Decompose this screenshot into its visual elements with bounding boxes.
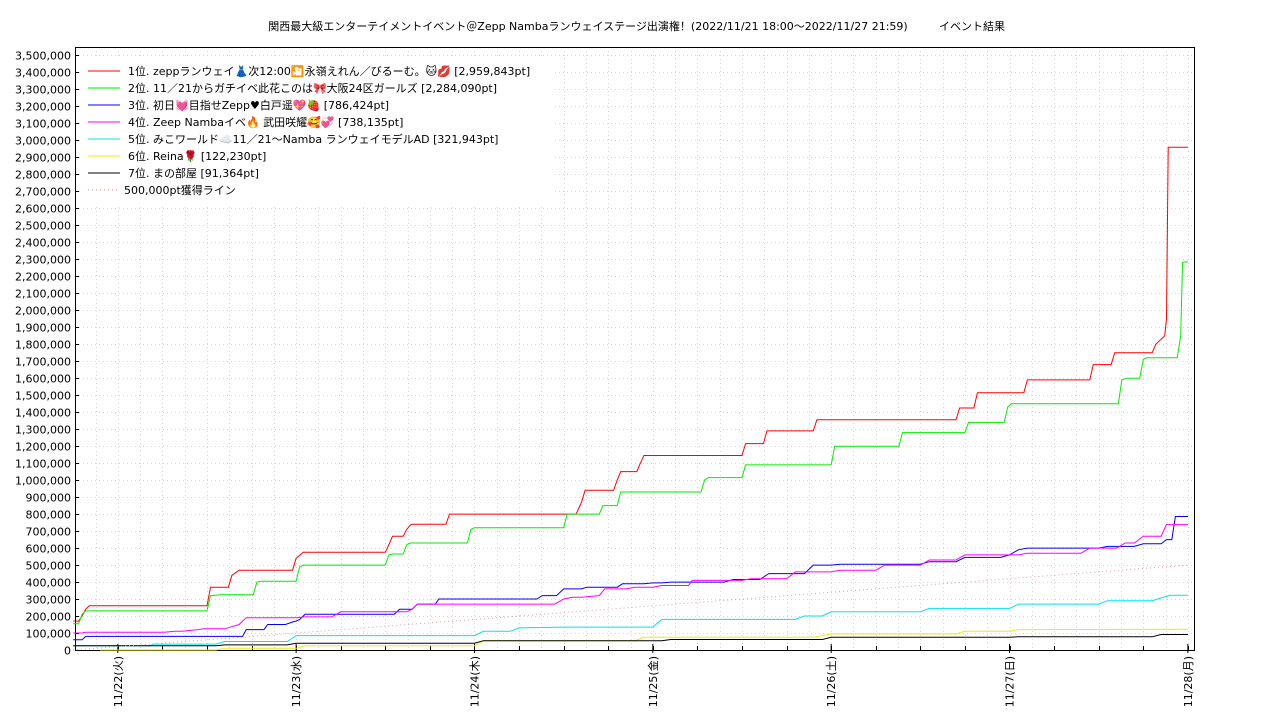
legend-label: 3位. 初日💓目指せZepp♥白戸遥💖🍓 [786,424pt]: [128, 98, 389, 112]
y-tick-label: 800,000: [26, 509, 72, 522]
y-tick-label: 2,900,000: [15, 152, 71, 165]
x-tick-label: 11/22(火): [112, 656, 125, 707]
y-tick-label: 3,200,000: [15, 101, 71, 114]
series-line-7: [73, 634, 1188, 647]
y-tick-label: 900,000: [26, 492, 72, 505]
y-tick-label: 0: [64, 645, 71, 658]
legend-label: 5位. みこワールド☁️11／21〜Namba ランウェイモデルAD [321,…: [128, 132, 498, 146]
y-axis: 0 100,000 200,000 300,000 400,000 500,000 600,…: [15, 50, 79, 658]
legend-label: 4位. Zeep Nambaイベ🔥 武田咲耀🥰💞 [738,135pt]: [128, 115, 403, 129]
y-tick-label: 500,000: [26, 560, 72, 573]
y-tick-label: 2,100,000: [15, 288, 71, 301]
legend: 1位. zeppランウェイ👗次12:00🎦永嶺えれん／びるーむ。🐱💋 [2,95…: [80, 57, 555, 205]
y-tick-label: 1,800,000: [15, 339, 71, 352]
y-tick-label: 1,600,000: [15, 373, 71, 386]
series-line-5: [73, 594, 1188, 647]
y-tick-label: 2,400,000: [15, 237, 71, 250]
x-tick-label: 11/25(金): [646, 656, 660, 707]
series-line-4: [73, 524, 1188, 634]
chart-subtitle: イベント結果: [939, 19, 1005, 33]
y-tick-label: 1,400,000: [15, 407, 71, 420]
y-tick-label: 2,200,000: [15, 271, 71, 284]
x-tick-label: 11/28(月): [1182, 656, 1195, 707]
y-tick-label: 2,600,000: [15, 203, 71, 216]
series-line-6: [100, 628, 1188, 651]
y-tick-label: 2,500,000: [15, 220, 71, 233]
legend-label: 1位. zeppランウェイ👗次12:00🎦永嶺えれん／びるーむ。🐱💋 [2,95…: [128, 64, 530, 78]
y-tick-label: 3,300,000: [15, 84, 71, 97]
legend-label: 7位. まの部屋 [91,364pt]: [128, 166, 259, 180]
x-axis: 11/22(火) 11/23(水) 11/24(木) 11/25(金) 11/26(土)…: [112, 644, 1195, 707]
y-tick-label: 300,000: [26, 594, 72, 607]
y-tick-label: 100,000: [26, 628, 72, 641]
y-tick-label: 1,000,000: [15, 475, 71, 488]
y-tick-label: 600,000: [26, 543, 72, 556]
x-tick-label: 11/26(土): [825, 656, 838, 707]
y-tick-label: 2,800,000: [15, 169, 71, 182]
legend-background: [80, 57, 555, 205]
y-tick-label: 3,000,000: [15, 135, 71, 148]
y-tick-label: 2,000,000: [15, 305, 71, 318]
y-tick-label: 1,300,000: [15, 424, 71, 437]
y-tick-label: 2,700,000: [15, 186, 71, 199]
y-tick-label: 700,000: [26, 526, 72, 539]
y-tick-label: 3,500,000: [15, 50, 71, 63]
y-tick-label: 400,000: [26, 577, 72, 590]
legend-label: 2位. 11／21からガチイベ此花このは🎀大阪24区ガールズ [2,284,09…: [128, 81, 497, 95]
series-lines: [73, 146, 1188, 651]
x-tick-label: 11/24(木): [468, 656, 481, 707]
y-tick-label: 1,900,000: [15, 322, 71, 335]
y-tick-label: 200,000: [26, 611, 72, 624]
y-tick-label: 2,300,000: [15, 254, 71, 267]
y-tick-label: 1,700,000: [15, 356, 71, 369]
series-line-3: [73, 516, 1188, 641]
legend-label: 500,000pt獲得ライン: [124, 184, 236, 197]
plot-frame: [75, 47, 1195, 651]
chart-title: 関西最大級エンターテイメントイベント＠Zepp Nambaランウェイステージ出演…: [268, 19, 907, 33]
x-tick-label: 11/23(水): [290, 656, 303, 707]
y-tick-label: 3,400,000: [15, 67, 71, 80]
series-line-1: [73, 146, 1188, 622]
x-tick-label: 11/27(日): [1004, 656, 1017, 707]
y-tick-label: 1,500,000: [15, 390, 71, 403]
y-tick-label: 1,100,000: [15, 458, 71, 471]
legend-label: 6位. Reina🌹 [122,230pt]: [128, 149, 266, 163]
series-line-2: [73, 261, 1188, 625]
y-tick-label: 3,100,000: [15, 118, 71, 131]
y-tick-label: 1,200,000: [15, 441, 71, 454]
